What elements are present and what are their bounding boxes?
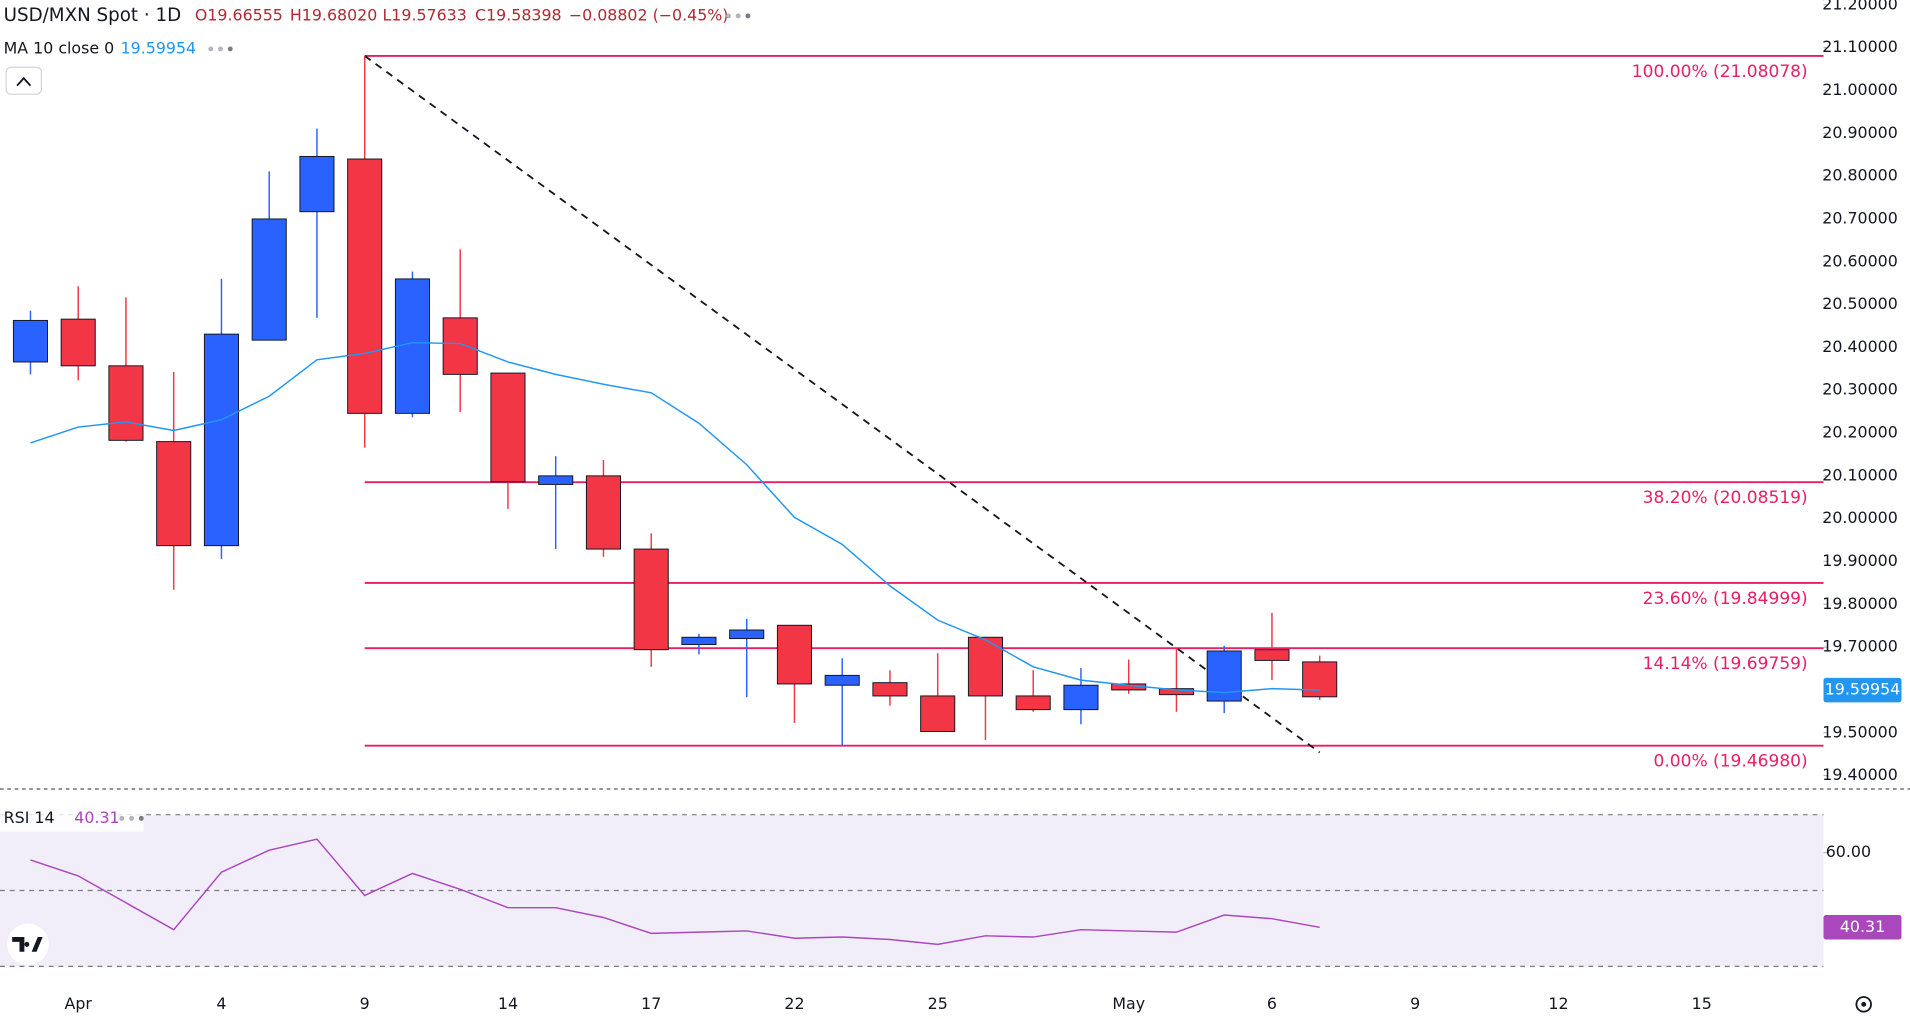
trend-line	[364, 55, 1321, 754]
candle-body	[251, 218, 287, 341]
y-tick-label: 20.10000	[1822, 465, 1898, 484]
ma-legend: MA 10 close 0	[4, 38, 115, 57]
candle-body	[156, 441, 192, 547]
x-tick-label: 15	[1692, 994, 1712, 1013]
ohlc-change: −0.08802 (−0.45%)	[569, 5, 729, 24]
x-tick-label: 9	[360, 994, 370, 1013]
y-tick-label: 19.90000	[1822, 551, 1898, 570]
candle-body	[394, 278, 430, 414]
fib-label: 23.60% (19.84999)	[1643, 589, 1808, 609]
candle-body	[776, 624, 812, 685]
ohlc-low: L19.57633	[382, 5, 466, 24]
x-tick-label: 14	[498, 994, 518, 1013]
ohlc-close: C19.58398	[475, 5, 562, 24]
x-tick-label: 4	[216, 994, 226, 1013]
y-tick-label: 20.80000	[1822, 166, 1898, 185]
candle-body	[1158, 688, 1194, 696]
ma-value: 19.59954	[121, 38, 197, 57]
x-tick-label: 9	[1410, 994, 1420, 1013]
y-tick-label: 20.00000	[1822, 508, 1898, 527]
candle-body	[108, 365, 144, 441]
fib-label: 14.14% (19.69759)	[1643, 654, 1808, 674]
candle-body	[347, 158, 383, 414]
x-tick-label: 12	[1548, 994, 1568, 1013]
y-tick-label: 20.50000	[1822, 294, 1898, 313]
candle-body	[12, 319, 48, 363]
candle-body	[729, 629, 765, 640]
candle-body	[1015, 695, 1051, 711]
y-tick-label: 21.20000	[1822, 0, 1898, 13]
fib-label: 38.20% (20.08519)	[1643, 488, 1808, 508]
candle-body	[824, 674, 860, 686]
ma-price-tag: 19.59954	[1825, 680, 1901, 699]
candle-body	[633, 548, 669, 651]
more-dots[interactable]	[208, 46, 233, 52]
y-tick-label: 21.00000	[1822, 80, 1898, 99]
ohlc-open: O19.66555	[195, 5, 283, 24]
y-tick-label: 19.50000	[1822, 722, 1898, 741]
collapse-button[interactable]	[5, 66, 43, 95]
y-tick-label: 20.70000	[1822, 208, 1898, 227]
y-tick-label: 20.60000	[1822, 251, 1898, 270]
ma-price-tag-bg	[1823, 677, 1902, 703]
candle-body	[299, 155, 335, 213]
x-tick-label: May	[1112, 994, 1145, 1013]
candle-body	[1254, 649, 1290, 661]
candle-body	[538, 475, 574, 485]
candle-body	[872, 682, 908, 697]
settings-icon[interactable]	[1855, 996, 1872, 1013]
rsi-line	[30, 838, 1320, 946]
candle-body	[1063, 684, 1099, 711]
candle-body	[490, 372, 526, 483]
x-tick-label: 6	[1267, 994, 1277, 1013]
candle-body	[1302, 661, 1338, 698]
rsi-price-tag: 40.31	[1840, 917, 1885, 936]
fib-label: 100.00% (21.08078)	[1632, 62, 1808, 82]
y-tick-label: 19.40000	[1822, 765, 1898, 784]
candle-body	[1206, 650, 1242, 702]
rsi-legend: RSI 14	[4, 808, 55, 827]
rsi-tick-label: 60.00	[1826, 842, 1871, 861]
tradingview-logo[interactable]	[7, 923, 49, 966]
y-tick-label: 20.90000	[1822, 123, 1898, 142]
x-tick-label: 22	[784, 994, 804, 1013]
y-tick-label: 19.70000	[1822, 637, 1898, 656]
x-tick-label: 17	[641, 994, 661, 1013]
candle-body	[585, 475, 621, 550]
rsi-price-tag-bg	[1823, 915, 1902, 940]
ma-line	[30, 341, 1320, 694]
candle-body	[60, 318, 96, 367]
y-tick-label: 20.40000	[1822, 337, 1898, 356]
chart-title: USD/MXN Spot · 1D	[4, 5, 181, 26]
more-dots[interactable]	[119, 815, 144, 821]
ohlc-high: H19.68020	[290, 5, 377, 24]
x-tick-label: Apr	[65, 994, 93, 1013]
y-tick-label: 21.10000	[1822, 37, 1898, 56]
y-tick-label: 20.30000	[1822, 380, 1898, 399]
candle-body	[920, 695, 956, 732]
candle-body	[203, 333, 239, 547]
y-tick-label: 20.20000	[1822, 423, 1898, 442]
rsi-value: 40.31	[74, 808, 119, 827]
candle-body	[442, 317, 478, 375]
fib-label: 0.00% (19.46980)	[1654, 752, 1808, 772]
candle-body	[681, 636, 717, 646]
x-tick-label: 25	[928, 994, 948, 1013]
more-dots[interactable]	[725, 13, 751, 19]
y-tick-label: 19.80000	[1822, 594, 1898, 613]
